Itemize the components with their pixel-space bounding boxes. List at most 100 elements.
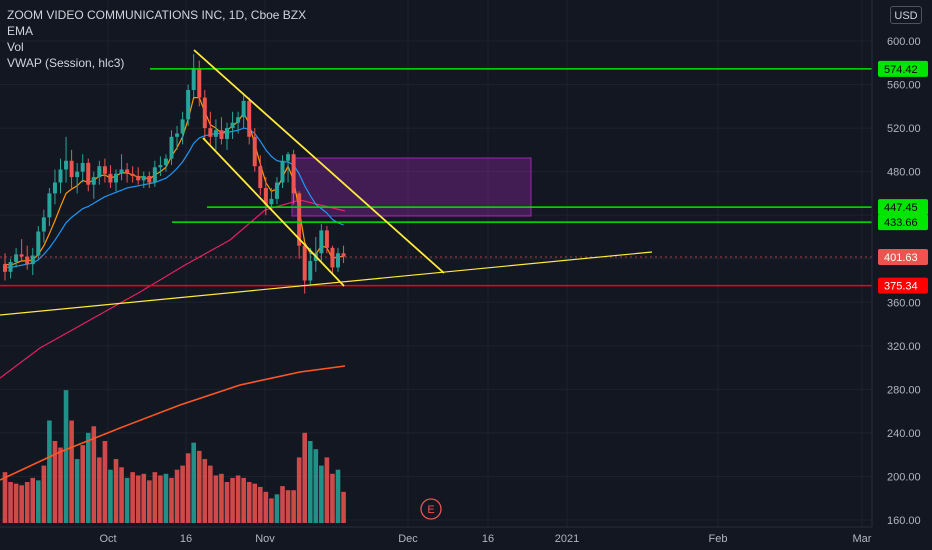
earnings-marker[interactable]: E — [420, 498, 442, 520]
volume-bar — [307, 441, 313, 523]
candle-body — [308, 260, 313, 281]
volume-bar — [335, 469, 341, 523]
volume-bar — [235, 475, 241, 523]
volume-bar — [219, 473, 224, 523]
candle-body — [219, 130, 224, 139]
candle-body — [58, 169, 63, 183]
candle-body — [52, 182, 57, 194]
price-tick-label: 480.00 — [887, 167, 921, 179]
candle-body — [202, 97, 207, 129]
volume-bar — [191, 442, 196, 523]
volume-bar — [163, 473, 169, 523]
volume-bar — [135, 475, 141, 523]
volume-bar — [97, 457, 102, 523]
volume-bar — [196, 450, 202, 523]
volume-bar — [230, 477, 235, 523]
time-tick-label: 16 — [180, 533, 192, 545]
volume-bar — [124, 477, 130, 523]
candle-body — [158, 165, 163, 168]
volume-bar — [263, 491, 269, 523]
candle-body — [86, 162, 91, 185]
candle-body — [64, 160, 69, 170]
volume-bar — [280, 486, 285, 523]
volume-bar — [58, 447, 63, 523]
candle-body — [252, 136, 257, 167]
candle-body — [136, 175, 141, 181]
volume-bar — [30, 477, 36, 523]
volume-bar — [246, 482, 252, 523]
price-label-bg — [878, 60, 928, 77]
candle-body — [75, 171, 80, 178]
volume-bar — [113, 459, 119, 523]
volume-bar — [119, 467, 124, 523]
candle-body — [258, 166, 263, 188]
volume-bar — [74, 459, 80, 523]
candle-body — [102, 166, 107, 174]
volume-bar — [185, 453, 191, 523]
candle-body — [269, 198, 274, 205]
price-label: 447.45 — [884, 202, 918, 214]
volume-bar — [36, 480, 41, 523]
candle-body — [230, 122, 235, 129]
volume-bar — [208, 465, 213, 523]
candle-body — [169, 136, 174, 159]
time-tick-label: Feb — [709, 533, 728, 545]
volume-bar — [141, 473, 147, 523]
volume-bar — [130, 472, 135, 523]
volume-bar — [152, 472, 158, 523]
volume-bar — [202, 459, 208, 523]
volume-bar — [302, 432, 307, 523]
candle-body — [125, 169, 130, 174]
candle-body — [280, 160, 285, 183]
candle-body — [263, 187, 268, 205]
candle-body — [36, 231, 41, 256]
volume-bar — [69, 420, 74, 523]
currency-button[interactable]: USD — [890, 6, 922, 24]
ema-short-line — [4, 97, 344, 266]
volume-bar — [291, 490, 296, 523]
candle-body — [69, 160, 74, 178]
volume-bar — [8, 482, 13, 523]
candle-body — [47, 193, 52, 218]
candle-body — [25, 256, 30, 265]
candle-body — [130, 173, 135, 176]
candle-body — [247, 100, 252, 137]
candle-body — [152, 167, 157, 183]
price-label-bg — [878, 214, 928, 231]
volume-bar — [296, 457, 302, 523]
price-label-bg — [878, 199, 928, 216]
time-tick-label: Mar — [853, 533, 872, 545]
candle-body — [191, 68, 196, 90]
candle-body — [91, 177, 96, 185]
candle-body — [41, 217, 46, 232]
volume-bar — [180, 465, 185, 523]
price-tick-label: 240.00 — [887, 428, 921, 440]
indicator-vwap[interactable]: VWAP (Session, hlc3) — [7, 56, 125, 70]
indicator-ema[interactable]: EMA — [7, 24, 34, 38]
price-label-bg — [878, 277, 928, 294]
volume-bar — [169, 477, 174, 523]
candle-body — [163, 158, 168, 166]
candle-body — [14, 254, 19, 262]
candle-body — [302, 245, 307, 281]
candle-body — [175, 133, 180, 137]
volume-bar — [158, 475, 163, 523]
candle-body — [319, 230, 324, 254]
price-label: 401.63 — [884, 252, 918, 264]
time-tick-label: Oct — [99, 533, 116, 545]
indicator-vol[interactable]: Vol — [7, 40, 24, 54]
volume-bar — [85, 432, 91, 523]
candle-body — [108, 173, 113, 183]
candle-body — [330, 247, 335, 268]
candle-body — [213, 130, 218, 137]
channel-lower-line — [202, 137, 345, 287]
candle-body — [286, 154, 291, 161]
price-label: 375.34 — [884, 281, 918, 293]
earnings-marker-circle — [420, 498, 442, 520]
volume-bar — [91, 426, 97, 523]
volume-bar — [285, 490, 291, 523]
symbol-title[interactable]: ZOOM VIDEO COMMUNICATIONS INC, 1D, Cboe … — [7, 8, 307, 22]
time-tick-label: Nov — [255, 533, 275, 545]
